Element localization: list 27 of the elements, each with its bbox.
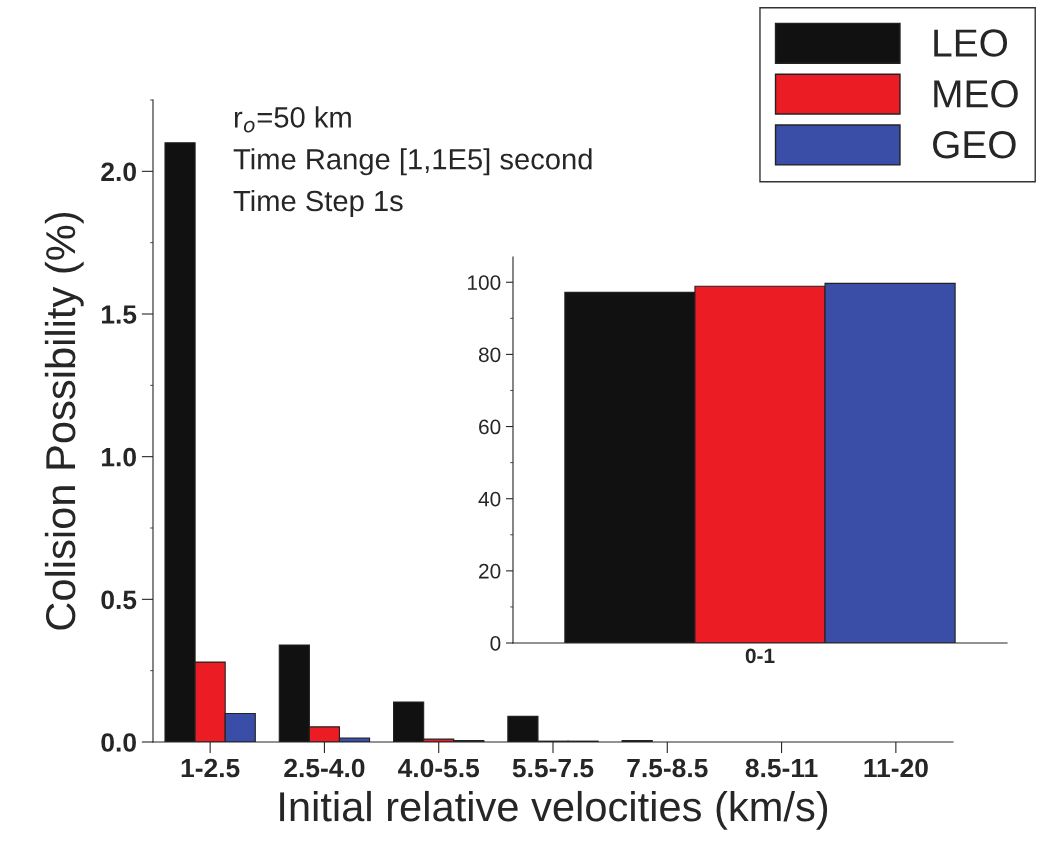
x-tick-label: 1-2.5: [181, 758, 240, 778]
legend-label: LEO: [934, 29, 1008, 57]
x-tick-label: 0-1: [745, 648, 775, 664]
y-axis-title: Colision Possibility (%): [44, 212, 84, 630]
x-tick-label: 4.0-5.5: [398, 758, 480, 778]
y-tick-label: 20: [479, 563, 501, 579]
legend-label: MEO: [934, 80, 1018, 108]
x-tick-label: 5.5-7.5: [512, 758, 594, 778]
y-tick-label: 0.5: [101, 590, 137, 610]
y-tick-label: 100: [468, 275, 501, 291]
x-axis-title: Initial relative velocities (km/s): [280, 790, 828, 830]
x-tick-label: 2.5-4.0: [284, 758, 365, 778]
y-tick-label: 1.5: [102, 305, 137, 324]
y-tick-label: 0: [490, 636, 501, 651]
annotation: r$_{o}$=50 km: [234, 106, 351, 133]
annotation: Time Range [1,1E5] second: [233, 148, 592, 176]
y-tick-label: 1.0: [102, 447, 136, 467]
y-tick-label: 0.0: [101, 733, 136, 752]
y-tick-label: 80: [478, 347, 501, 363]
x-tick-label: 7.5-8.5: [627, 758, 708, 778]
annotation: Time Step 1s: [233, 189, 403, 218]
y-tick-label: 40: [478, 491, 501, 507]
legend-label: GEO: [933, 130, 1016, 159]
x-tick-label: 8.5-11: [745, 758, 818, 778]
y-tick-label: 60: [479, 419, 501, 435]
x-tick-label: 11-20: [864, 758, 928, 778]
y-tick-label: 2.0: [101, 162, 136, 182]
